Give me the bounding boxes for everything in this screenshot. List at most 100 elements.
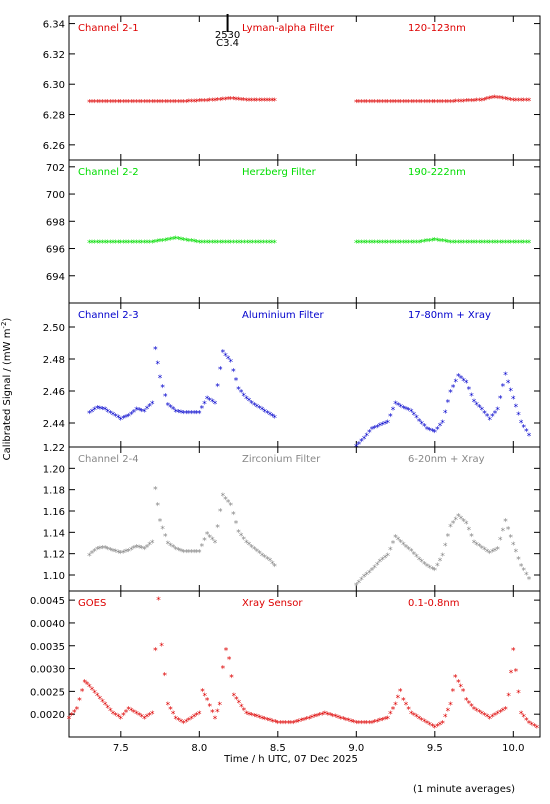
data-point: * xyxy=(166,540,171,550)
data-point: * xyxy=(155,98,160,108)
data-point: * xyxy=(132,98,137,108)
data-point: * xyxy=(132,408,137,418)
data-point: * xyxy=(179,718,184,728)
data-point: * xyxy=(252,97,257,107)
data-point: * xyxy=(485,413,490,423)
data-point: * xyxy=(181,236,186,246)
data-point: * xyxy=(232,692,237,702)
data-point: * xyxy=(372,564,377,574)
data-point: * xyxy=(422,98,427,108)
data-point: * xyxy=(181,719,186,729)
data-point: * xyxy=(171,235,176,245)
data-point: * xyxy=(396,239,401,249)
data-point: * xyxy=(448,523,453,533)
data-point: * xyxy=(459,239,464,249)
y-tick-label: 1.16 xyxy=(43,507,65,518)
data-point: * xyxy=(406,98,411,108)
data-point: * xyxy=(527,432,532,442)
series-1: ****************************************… xyxy=(87,235,277,249)
data-point: * xyxy=(503,518,508,528)
data-point: * xyxy=(87,409,92,419)
data-point: * xyxy=(189,238,194,248)
data-point: * xyxy=(524,239,529,249)
data-point: * xyxy=(267,97,272,107)
y-tick-label: 6.28 xyxy=(43,111,65,122)
data-point: * xyxy=(256,239,261,249)
data-point: * xyxy=(456,239,461,249)
data-point: * xyxy=(100,545,105,555)
data-point: * xyxy=(514,403,519,413)
data-point: * xyxy=(456,678,461,688)
data-point: * xyxy=(272,562,277,572)
data-point: * xyxy=(158,238,163,248)
data-point: * xyxy=(359,438,364,448)
data-point: * xyxy=(474,401,479,411)
data-point: * xyxy=(153,98,158,108)
data-point: * xyxy=(168,236,173,246)
data-point: * xyxy=(480,239,485,249)
data-point: * xyxy=(467,526,472,536)
data-point: * xyxy=(477,239,482,249)
data-point: * xyxy=(126,413,131,423)
data-point: * xyxy=(111,411,116,421)
data-point: * xyxy=(396,694,401,704)
data-point: * xyxy=(283,719,288,729)
data-point: * xyxy=(378,239,383,249)
y-tick-label: 2.48 xyxy=(43,355,65,366)
data-point: * xyxy=(485,96,490,106)
data-point: * xyxy=(92,689,97,699)
data-point: * xyxy=(215,383,220,393)
data-point: * xyxy=(137,239,142,249)
data-point: * xyxy=(304,716,309,726)
data-point: * xyxy=(422,238,427,248)
y-tick-label: 1.10 xyxy=(43,571,65,582)
data-point: * xyxy=(482,96,487,106)
data-point: * xyxy=(90,98,95,108)
data-point: * xyxy=(516,239,521,249)
data-point: * xyxy=(145,405,150,415)
data-point: * xyxy=(495,239,500,249)
data-point: * xyxy=(375,718,380,728)
data-point: * xyxy=(124,239,129,249)
y-tick-label: 0.0040 xyxy=(30,619,65,630)
data-point: * xyxy=(153,486,158,496)
data-point: * xyxy=(362,239,367,249)
data-point: * xyxy=(391,706,396,716)
data-point: * xyxy=(516,555,521,565)
data-point: * xyxy=(224,646,229,656)
data-point: * xyxy=(236,96,241,106)
data-point: * xyxy=(90,686,95,696)
data-point: * xyxy=(380,98,385,108)
y-tick-label: 6.30 xyxy=(43,80,65,91)
data-point: * xyxy=(187,549,192,559)
data-point: * xyxy=(166,401,171,411)
data-point: * xyxy=(239,239,244,249)
data-point: * xyxy=(482,239,487,249)
data-point: * xyxy=(95,98,100,108)
data-point: * xyxy=(409,408,414,418)
data-point: * xyxy=(315,712,320,722)
data-point: * xyxy=(375,561,380,571)
data-point: * xyxy=(286,719,291,729)
data-point: * xyxy=(388,98,393,108)
panel-filter-label: Zirconium Filter xyxy=(242,454,321,465)
data-point: * xyxy=(458,683,463,693)
data-point: * xyxy=(171,544,176,554)
data-point: * xyxy=(490,413,495,423)
data-point: * xyxy=(451,98,456,108)
data-point: * xyxy=(105,545,110,555)
data-point: * xyxy=(260,552,265,562)
data-point: * xyxy=(215,523,220,533)
data-point: * xyxy=(244,539,249,549)
data-point: * xyxy=(262,97,267,107)
data-point: * xyxy=(197,710,202,720)
data-point: * xyxy=(249,97,254,107)
x-axis-label: Time / h UTC, 07 Dec 2025 xyxy=(223,754,358,765)
data-point: * xyxy=(168,542,173,552)
data-point: * xyxy=(425,98,430,108)
data-point: * xyxy=(488,239,493,249)
data-point: * xyxy=(194,549,199,559)
data-point: * xyxy=(184,718,189,728)
data-point: * xyxy=(239,96,244,106)
data-point: * xyxy=(153,646,158,656)
